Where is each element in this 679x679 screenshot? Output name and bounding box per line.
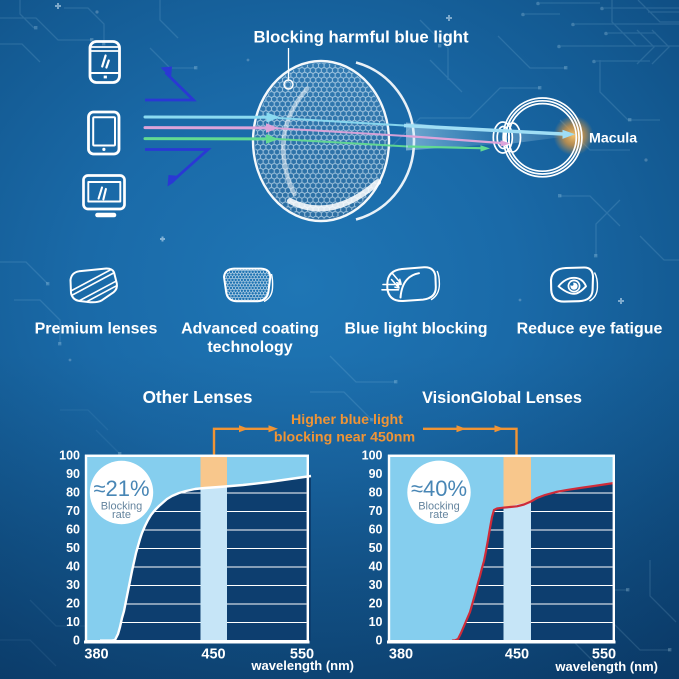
svg-text:450: 450 <box>505 647 529 663</box>
svg-text:Reduce eye fatigue: Reduce eye fatigue <box>517 321 663 338</box>
svg-text:50: 50 <box>369 541 383 555</box>
svg-text:Premium lenses: Premium lenses <box>35 321 158 338</box>
svg-text:60: 60 <box>66 523 80 537</box>
svg-text:70: 70 <box>66 504 80 518</box>
svg-text:Other Lenses: Other Lenses <box>143 387 253 407</box>
svg-text:90: 90 <box>369 467 383 481</box>
svg-text:10: 10 <box>66 615 80 629</box>
svg-text:450: 450 <box>201 647 225 663</box>
svg-text:Blocking: Blocking <box>101 501 143 513</box>
svg-text:≈21%: ≈21% <box>93 476 149 501</box>
svg-text:80: 80 <box>369 486 383 500</box>
svg-text:30: 30 <box>66 578 80 592</box>
svg-text:Higher blue light: Higher blue light <box>291 412 403 428</box>
svg-text:0: 0 <box>376 634 383 648</box>
svg-text:blocking near 450nm: blocking near 450nm <box>274 430 415 446</box>
svg-text:Blocking harmful blue light: Blocking harmful blue light <box>253 28 469 47</box>
svg-text:30: 30 <box>369 578 383 592</box>
svg-text:40: 40 <box>369 560 383 574</box>
svg-text:100: 100 <box>59 449 80 463</box>
svg-text:Macula: Macula <box>589 131 637 147</box>
svg-text:Blocking: Blocking <box>418 501 460 513</box>
svg-text:Advanced coating: Advanced coating <box>181 321 319 338</box>
svg-text:40: 40 <box>66 560 80 574</box>
svg-text:50: 50 <box>66 541 80 555</box>
svg-text:20: 20 <box>66 597 80 611</box>
svg-text:wavelength (nm): wavelength (nm) <box>554 659 658 674</box>
svg-text:380: 380 <box>389 647 413 663</box>
svg-text:90: 90 <box>66 467 80 481</box>
svg-text:VisionGlobal Lenses: VisionGlobal Lenses <box>422 389 582 407</box>
svg-text:rate: rate <box>430 509 449 521</box>
svg-text:technology: technology <box>207 339 292 356</box>
svg-text:≈40%: ≈40% <box>411 476 467 501</box>
svg-text:wavelength (nm): wavelength (nm) <box>250 658 354 673</box>
svg-text:Blue light blocking: Blue light blocking <box>344 321 487 338</box>
svg-text:60: 60 <box>369 523 383 537</box>
svg-text:10: 10 <box>369 615 383 629</box>
svg-text:rate: rate <box>112 509 131 521</box>
svg-text:100: 100 <box>362 449 383 463</box>
svg-text:380: 380 <box>84 647 108 663</box>
svg-text:70: 70 <box>369 504 383 518</box>
svg-text:550: 550 <box>592 647 616 663</box>
svg-text:20: 20 <box>369 597 383 611</box>
svg-text:550: 550 <box>290 647 314 663</box>
svg-text:80: 80 <box>66 486 80 500</box>
svg-text:0: 0 <box>73 634 80 648</box>
